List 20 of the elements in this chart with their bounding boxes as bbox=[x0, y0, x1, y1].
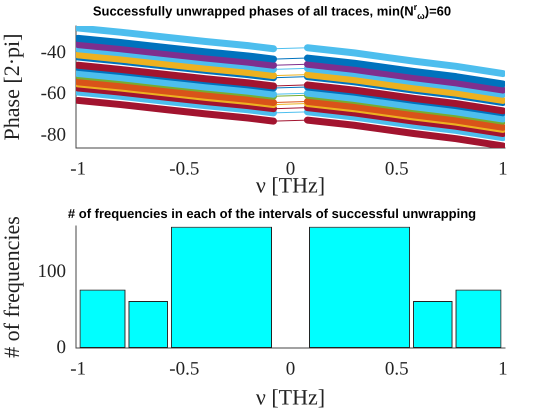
x-tick-label: -0.5 bbox=[169, 358, 200, 380]
x-tick-label: 0 bbox=[286, 358, 296, 380]
chart-title: Successfully unwrapped phases of all traces, min(N$^{r}$$_{ω}$)=60 bbox=[92, 2, 452, 21]
y-axis-title: Phase [2·pi] bbox=[0, 34, 24, 140]
x-tick-label: -0.5 bbox=[169, 158, 200, 180]
x-tick-label: -1 bbox=[70, 158, 86, 180]
x-tick-label: 1 bbox=[498, 358, 508, 380]
x-tick-label: 1 bbox=[498, 158, 508, 180]
y-tick-label: 100 bbox=[38, 261, 66, 282]
chart-title: # of frequencies in each of the intervals of successful unwrapping bbox=[68, 206, 476, 221]
y-tick-label: 0 bbox=[56, 336, 66, 358]
y-tick-label: -80 bbox=[40, 124, 66, 146]
x-tick-label: 0.5 bbox=[384, 358, 409, 380]
y-tick-label: -60 bbox=[40, 83, 66, 104]
y-axis-title: # of frequencies bbox=[0, 216, 24, 358]
x-tick-label: 0.5 bbox=[384, 158, 409, 180]
x-axis-title: ν [THz] bbox=[256, 384, 326, 410]
x-tick-label: 0 bbox=[286, 158, 296, 180]
x-tick-label: -1 bbox=[70, 358, 86, 380]
y-tick-label: -40 bbox=[40, 42, 66, 63]
